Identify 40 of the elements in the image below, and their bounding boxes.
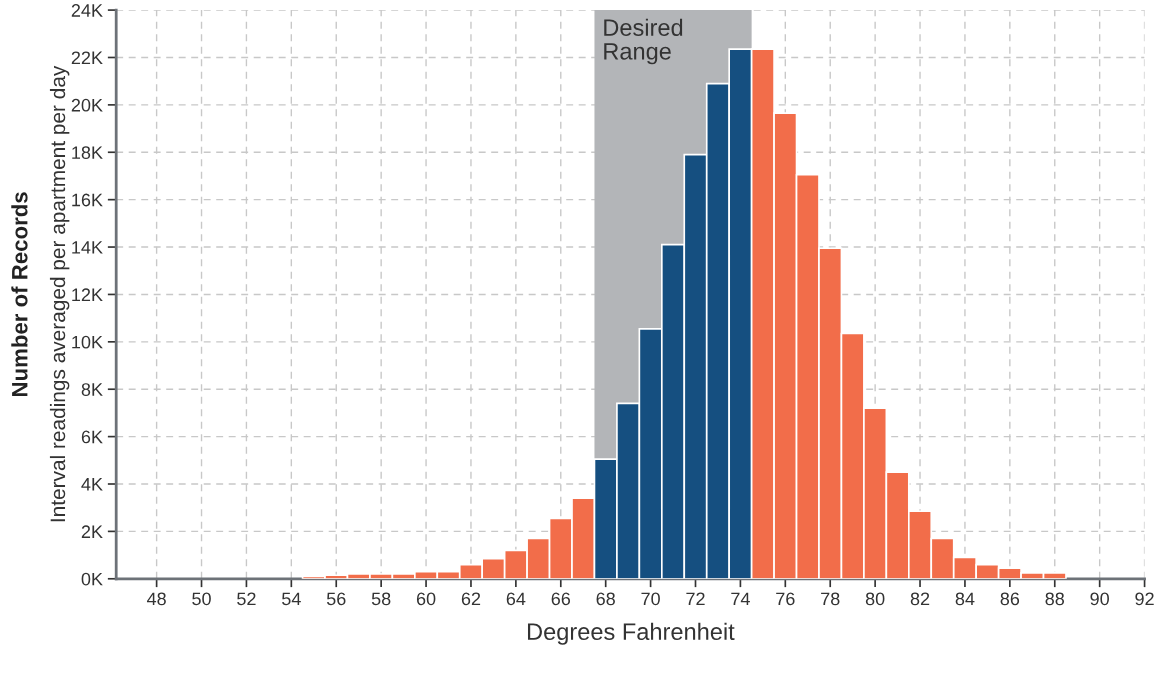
- y-tick-label: 4K: [81, 478, 103, 491]
- x-tick-label: 54: [282, 592, 301, 606]
- y-tick-label: 12K: [72, 288, 103, 301]
- text: Interval readings averaged per apartment per day: [49, 65, 70, 522]
- x-tick-label: 58: [371, 592, 391, 606]
- y-tick-label: 10K: [72, 335, 103, 349]
- x-tick-label: 80: [865, 592, 885, 606]
- x-tick-label: 60: [416, 592, 436, 606]
- y-tick-label: 8K: [81, 383, 103, 396]
- x-tick-label: 88: [1045, 592, 1065, 606]
- x-tick-label: 52: [237, 592, 256, 606]
- x-tick-label: 76: [776, 592, 795, 606]
- y-axis-title: Number of Records: [11, 192, 28, 397]
- y-tick-label: 2K: [81, 525, 103, 538]
- x-tick-label: 74: [731, 592, 750, 606]
- x-tick-label: 66: [551, 592, 571, 606]
- x-tick-label: 92: [1135, 592, 1154, 606]
- y-tick-label: 16K: [72, 193, 103, 207]
- y-tick-label: 14K: [72, 241, 103, 254]
- y-tick-label: 20K: [71, 98, 103, 112]
- x-tick-label: 70: [641, 592, 660, 606]
- x-tick-label: 86: [1000, 592, 1020, 606]
- y-tick-label: 24K: [71, 4, 103, 17]
- x-tick-label: 62: [461, 592, 481, 606]
- x-tick-label: 82: [910, 592, 930, 606]
- x-tick-label: 48: [146, 592, 166, 606]
- x-tick-label: 84: [955, 592, 975, 606]
- x-tick-label: 56: [326, 592, 346, 606]
- x-tick-label: 72: [686, 592, 705, 606]
- x-axis-title: Degrees Fahrenheit: [527, 622, 735, 645]
- x-tick-label: 64: [506, 592, 526, 606]
- y-tick-label: 18K: [72, 146, 103, 159]
- x-tick-label: 50: [192, 592, 211, 606]
- band-label: Desired Range: [604, 18, 683, 65]
- x-tick-label: 90: [1090, 592, 1109, 606]
- y-tick-label: 0K: [81, 572, 103, 586]
- y-tick-label: 6K: [81, 430, 103, 444]
- x-tick-label: 78: [821, 592, 840, 606]
- x-tick-label: 68: [596, 592, 615, 606]
- y-tick-label: 22K: [71, 51, 103, 65]
